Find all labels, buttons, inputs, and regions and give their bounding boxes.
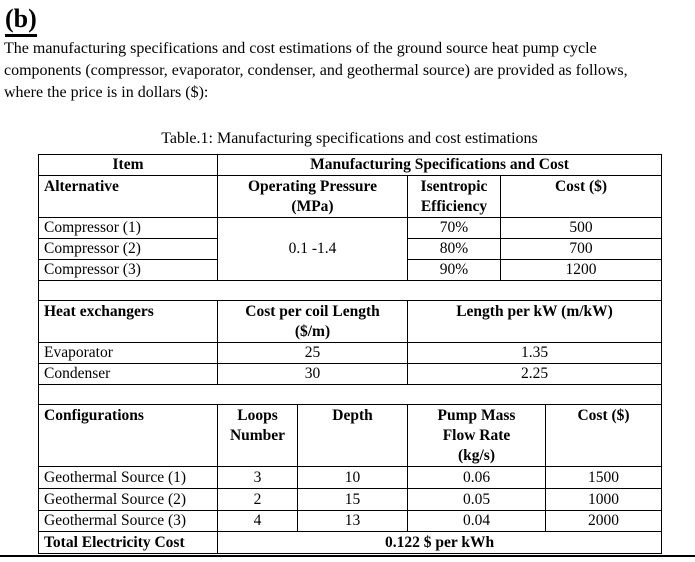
header-isentropic-efficiency: Isentropic Efficiency xyxy=(407,175,501,218)
header-heat-exchangers: Heat exchangers xyxy=(38,300,218,343)
geothermal-1-flow-rate: 0.06 xyxy=(407,466,546,489)
specifications-table: Item Manufacturing Specifications and Co… xyxy=(37,154,663,554)
table-row-top-header: Item Manufacturing Specifications and Co… xyxy=(38,154,663,176)
section-heading-label: (b) xyxy=(5,4,37,37)
condenser-cost-per-coil-length: 30 xyxy=(217,363,408,385)
geothermal-3-flow-rate: 0.04 xyxy=(407,510,546,532)
total-electricity-label: Total Electricity Cost xyxy=(38,531,218,554)
header-operating-pressure: Operating Pressure (MPa) xyxy=(217,175,408,218)
table-row-heat-exchangers-header: Heat exchangers Cost per coil Length ($/… xyxy=(38,300,663,343)
table-row-geothermal-2: Geothermal Source (2) 2 15 0.05 1000 xyxy=(38,488,663,511)
geothermal-3-depth: 13 xyxy=(297,510,408,532)
geothermal-2-flow-rate: 0.05 xyxy=(407,488,546,511)
table-row-compressor-header: Alternative Operating Pressure (MPa) Ise… xyxy=(38,175,663,218)
table-row-evaporator: Evaporator 25 1.35 xyxy=(38,342,663,364)
total-electricity-value: 0.122 $ per kWh xyxy=(216,531,663,554)
geothermal-2-depth: 15 xyxy=(297,488,408,511)
compressor-1-name: Compressor (1) xyxy=(38,217,218,239)
header-length-per-kw: Length per kW (m/kW) xyxy=(406,300,663,343)
evaporator-length-per-kw: 1.35 xyxy=(406,342,663,364)
table-row-configurations-header: Configurations Loops Number Depth Pump M… xyxy=(38,404,663,467)
header-specs-and-cost: Manufacturing Specifications and Cost xyxy=(216,154,663,176)
evaporator-cost-per-coil-length: 25 xyxy=(217,342,408,364)
geothermal-2-loops: 2 xyxy=(217,488,298,511)
compressor-3-name: Compressor (3) xyxy=(38,259,218,281)
spacer-cell xyxy=(37,280,663,301)
geothermal-1-loops: 3 xyxy=(217,466,298,489)
table-row-geothermal-3: Geothermal Source (3) 4 13 0.04 2000 xyxy=(38,510,663,532)
header-alternative: Alternative xyxy=(38,175,218,218)
compressor-2-efficiency: 80% xyxy=(407,238,501,260)
condenser-name: Condenser xyxy=(38,363,218,385)
geothermal-2-name: Geothermal Source (2) xyxy=(38,488,218,511)
header-item: Item xyxy=(38,154,218,176)
evaporator-name: Evaporator xyxy=(38,342,218,364)
header-compressor-cost: Cost ($) xyxy=(499,175,663,218)
table-row-spacer-1 xyxy=(37,280,663,301)
header-configurations: Configurations xyxy=(38,404,218,467)
geothermal-1-cost: 1500 xyxy=(544,466,663,489)
condenser-length-per-kw: 2.25 xyxy=(406,363,663,385)
geothermal-1-depth: 10 xyxy=(297,466,408,489)
intro-paragraph: The manufacturing specifications and cos… xyxy=(4,40,628,101)
geothermal-1-name: Geothermal Source (1) xyxy=(38,466,218,489)
compressor-3-cost: 1200 xyxy=(499,259,663,281)
table-row-compressor-2: Compressor (2) 80% 700 xyxy=(38,238,663,260)
header-pump-mass-flow-rate: Pump Mass Flow Rate (kg/s) xyxy=(407,404,546,467)
geothermal-2-cost: 1000 xyxy=(544,488,663,511)
table-row-total-electricity: Total Electricity Cost 0.122 $ per kWh xyxy=(38,531,663,554)
compressor-3-efficiency: 90% xyxy=(407,259,501,281)
table-row-compressor-1: Compressor (1) 0.1 -1.4 70% 500 xyxy=(38,217,663,281)
compressor-1-efficiency: 70% xyxy=(407,217,501,239)
compressor-1-cost: 500 xyxy=(499,217,663,239)
compressor-2-name: Compressor (2) xyxy=(38,238,218,260)
table-row-geothermal-1: Geothermal Source (1) 3 10 0.06 1500 xyxy=(38,466,663,489)
table-row-condenser: Condenser 30 2.25 xyxy=(38,363,663,385)
header-depth: Depth xyxy=(297,404,408,467)
header-loops-number: Loops Number xyxy=(217,404,298,467)
compressor-2-cost: 700 xyxy=(499,238,663,260)
header-configuration-cost: Cost ($) xyxy=(544,404,663,467)
operating-pressure-value: 0.1 -1.4 xyxy=(217,217,408,281)
table-row-spacer-2 xyxy=(37,384,663,405)
section-heading: (b) xyxy=(5,4,37,37)
spacer-cell xyxy=(37,384,663,405)
geothermal-3-name: Geothermal Source (3) xyxy=(38,510,218,532)
header-cost-per-coil-length: Cost per coil Length ($/m) xyxy=(217,300,408,343)
geothermal-3-cost: 2000 xyxy=(544,510,663,532)
table-caption: Table.1: Manufacturing specifications an… xyxy=(161,130,538,147)
geothermal-3-loops: 4 xyxy=(217,510,298,532)
page-bottom-rule xyxy=(0,555,695,557)
